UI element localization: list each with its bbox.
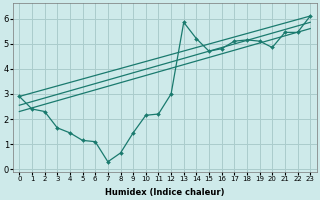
X-axis label: Humidex (Indice chaleur): Humidex (Indice chaleur) bbox=[105, 188, 225, 197]
